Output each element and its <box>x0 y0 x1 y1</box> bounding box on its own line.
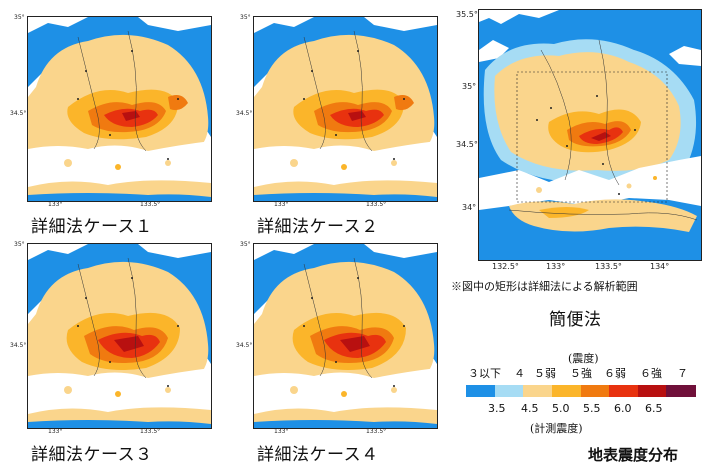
map-case-3 <box>27 243 212 429</box>
y-tick: 34.5° <box>10 110 27 117</box>
legend-swatch <box>551 385 581 397</box>
x-tick: 133° <box>48 428 63 435</box>
map-case-4-caption: 詳細法ケース４ <box>257 445 379 465</box>
x-tick: 132.5° <box>492 262 519 271</box>
y-tick: 34.5° <box>456 140 478 149</box>
legend-class-label: ７ <box>677 367 688 380</box>
x-tick: 133.5° <box>595 262 622 271</box>
map-case-2 <box>253 16 438 202</box>
intensity-map <box>254 17 437 201</box>
map-case-1-caption: 詳細法ケース１ <box>31 217 153 237</box>
map-simple-method <box>478 9 702 261</box>
legend-swatch <box>666 385 696 397</box>
map-case-4 <box>253 243 438 429</box>
legend-class-label: ３以下 <box>468 367 501 380</box>
legend-swatch <box>580 385 610 397</box>
map-case-2-caption: 詳細法ケース２ <box>257 217 379 237</box>
legend-class-label: ５強 <box>570 367 592 380</box>
y-tick: 35° <box>240 241 251 248</box>
legend-value: 6.5 <box>645 402 663 415</box>
y-tick: 34.5° <box>236 110 253 117</box>
y-tick: 34° <box>462 203 477 212</box>
x-tick: 134° <box>650 262 670 271</box>
y-tick: 35.5° <box>456 10 478 19</box>
legend-value: 6.0 <box>614 402 632 415</box>
legend-swatch <box>523 385 553 397</box>
legend-value: 5.0 <box>552 402 570 415</box>
legend-class-label: ６弱 <box>604 367 626 380</box>
legend-swatch <box>494 385 524 397</box>
x-tick: 133.5° <box>140 428 161 435</box>
y-tick: 35° <box>14 14 25 21</box>
legend-swatch <box>466 385 496 397</box>
legend-value-title: (計測震度) <box>530 422 583 435</box>
intensity-map <box>28 244 211 428</box>
y-tick: 35° <box>14 241 25 248</box>
map-case-3-caption: 詳細法ケース３ <box>31 445 153 465</box>
legend-class-label: ５弱 <box>534 367 556 380</box>
simple-method-caption: 簡便法 <box>549 310 602 330</box>
legend-class-label: ６強 <box>640 367 662 380</box>
intensity-map-large <box>479 10 701 260</box>
map-case-1 <box>27 16 212 202</box>
intensity-map <box>28 17 211 201</box>
legend-swatch <box>637 385 667 397</box>
x-tick: 133.5° <box>366 428 387 435</box>
x-tick: 133° <box>546 262 566 271</box>
x-tick: 133.5° <box>140 201 161 208</box>
legend-class-label: ４ <box>514 367 525 380</box>
y-tick: 35° <box>240 14 251 21</box>
legend-value: 5.5 <box>583 402 601 415</box>
intensity-map <box>254 244 437 428</box>
x-tick: 133° <box>274 428 289 435</box>
page-title: 地表震度分布 <box>588 446 679 464</box>
y-tick: 34.5° <box>10 342 27 349</box>
y-tick: 35° <box>462 82 477 91</box>
legend-value: 4.5 <box>521 402 539 415</box>
x-tick: 133° <box>48 201 63 208</box>
legend-swatch <box>609 385 639 397</box>
y-tick: 34.5° <box>236 342 253 349</box>
analysis-area-note: ※図中の矩形は詳細法による解析範囲 <box>451 280 638 293</box>
x-tick: 133.5° <box>366 201 387 208</box>
legend-value: 3.5 <box>488 402 506 415</box>
legend-class-title: (震度) <box>568 352 599 365</box>
x-tick: 133° <box>274 201 289 208</box>
